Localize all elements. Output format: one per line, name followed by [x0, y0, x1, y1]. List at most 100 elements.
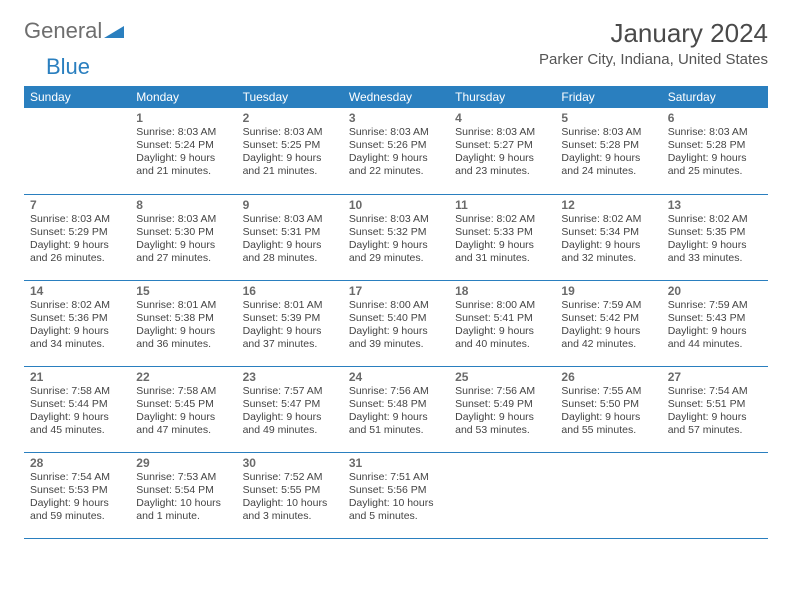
day-info-line: Sunset: 5:24 PM — [136, 139, 230, 152]
day-info-line: Sunset: 5:54 PM — [136, 484, 230, 497]
day-info-line: and 55 minutes. — [561, 424, 655, 437]
weekday-header: Thursday — [449, 86, 555, 108]
calendar-day-cell: 17Sunrise: 8:00 AMSunset: 5:40 PMDayligh… — [343, 280, 449, 366]
day-number: 30 — [243, 456, 337, 470]
day-info-line: Daylight: 9 hours — [30, 325, 124, 338]
day-number: 8 — [136, 198, 230, 212]
calendar-week-row: 14Sunrise: 8:02 AMSunset: 5:36 PMDayligh… — [24, 280, 768, 366]
day-info-line: Sunrise: 7:58 AM — [30, 385, 124, 398]
calendar-day-cell: 23Sunrise: 7:57 AMSunset: 5:47 PMDayligh… — [237, 366, 343, 452]
day-info-line: and 57 minutes. — [668, 424, 762, 437]
calendar-day-cell: 2Sunrise: 8:03 AMSunset: 5:25 PMDaylight… — [237, 108, 343, 194]
day-info-line: Sunset: 5:25 PM — [243, 139, 337, 152]
day-info-line: and 44 minutes. — [668, 338, 762, 351]
day-info-line: Sunset: 5:36 PM — [30, 312, 124, 325]
weekday-header: Friday — [555, 86, 661, 108]
day-number: 2 — [243, 111, 337, 125]
day-info-line: Sunset: 5:35 PM — [668, 226, 762, 239]
day-number: 17 — [349, 284, 443, 298]
calendar-day-cell: 22Sunrise: 7:58 AMSunset: 5:45 PMDayligh… — [130, 366, 236, 452]
calendar-day-cell: 20Sunrise: 7:59 AMSunset: 5:43 PMDayligh… — [662, 280, 768, 366]
day-info-line: Daylight: 9 hours — [455, 239, 549, 252]
calendar-day-cell: 25Sunrise: 7:56 AMSunset: 5:49 PMDayligh… — [449, 366, 555, 452]
calendar-day-cell: 18Sunrise: 8:00 AMSunset: 5:41 PMDayligh… — [449, 280, 555, 366]
calendar-day-cell — [449, 452, 555, 538]
day-info-line: Sunset: 5:29 PM — [30, 226, 124, 239]
day-number: 16 — [243, 284, 337, 298]
day-info-line: and 40 minutes. — [455, 338, 549, 351]
day-number: 21 — [30, 370, 124, 384]
day-info-line: and 5 minutes. — [349, 510, 443, 523]
day-info-line: Daylight: 9 hours — [349, 325, 443, 338]
calendar-page: General January 2024 Parker City, Indian… — [0, 0, 792, 612]
calendar-day-cell: 5Sunrise: 8:03 AMSunset: 5:28 PMDaylight… — [555, 108, 661, 194]
day-info-line: Sunrise: 8:03 AM — [668, 126, 762, 139]
day-info-line: Daylight: 9 hours — [349, 152, 443, 165]
day-number: 27 — [668, 370, 762, 384]
day-info-line: and 42 minutes. — [561, 338, 655, 351]
calendar-body: 1Sunrise: 8:03 AMSunset: 5:24 PMDaylight… — [24, 108, 768, 538]
day-info-line: and 1 minute. — [136, 510, 230, 523]
day-info-line: Daylight: 9 hours — [455, 152, 549, 165]
day-info-line: Sunrise: 8:00 AM — [455, 299, 549, 312]
day-info-line: Daylight: 9 hours — [561, 411, 655, 424]
location-label: Parker City, Indiana, United States — [539, 51, 768, 68]
day-info-line: Sunrise: 8:01 AM — [136, 299, 230, 312]
day-number: 11 — [455, 198, 549, 212]
weekday-header: Saturday — [662, 86, 768, 108]
day-number: 19 — [561, 284, 655, 298]
calendar-day-cell: 3Sunrise: 8:03 AMSunset: 5:26 PMDaylight… — [343, 108, 449, 194]
calendar-day-cell — [555, 452, 661, 538]
calendar-day-cell: 6Sunrise: 8:03 AMSunset: 5:28 PMDaylight… — [662, 108, 768, 194]
day-number: 29 — [136, 456, 230, 470]
day-info-line: and 33 minutes. — [668, 252, 762, 265]
day-info-line: Daylight: 9 hours — [349, 239, 443, 252]
calendar-week-row: 28Sunrise: 7:54 AMSunset: 5:53 PMDayligh… — [24, 452, 768, 538]
day-info-line: and 31 minutes. — [455, 252, 549, 265]
day-info-line: and 21 minutes. — [243, 165, 337, 178]
day-info-line: Daylight: 9 hours — [243, 325, 337, 338]
day-number: 14 — [30, 284, 124, 298]
day-info-line: Daylight: 9 hours — [455, 325, 549, 338]
day-info-line: Sunset: 5:49 PM — [455, 398, 549, 411]
day-info-line: Sunrise: 7:56 AM — [455, 385, 549, 398]
day-info-line: and 39 minutes. — [349, 338, 443, 351]
day-info-line: Sunrise: 8:03 AM — [136, 126, 230, 139]
weekday-header: Sunday — [24, 86, 130, 108]
day-number: 22 — [136, 370, 230, 384]
day-info-line: Daylight: 10 hours — [243, 497, 337, 510]
weekday-header: Tuesday — [237, 86, 343, 108]
day-number: 12 — [561, 198, 655, 212]
day-info-line: and 32 minutes. — [561, 252, 655, 265]
day-info-line: Daylight: 9 hours — [561, 239, 655, 252]
day-info-line: Sunrise: 8:02 AM — [668, 213, 762, 226]
day-info-line: Sunrise: 8:03 AM — [243, 213, 337, 226]
day-number: 31 — [349, 456, 443, 470]
day-info-line: Sunrise: 7:56 AM — [349, 385, 443, 398]
day-info-line: Sunrise: 8:02 AM — [561, 213, 655, 226]
day-info-line: Sunrise: 7:51 AM — [349, 471, 443, 484]
calendar-day-cell: 16Sunrise: 8:01 AMSunset: 5:39 PMDayligh… — [237, 280, 343, 366]
calendar-day-cell: 27Sunrise: 7:54 AMSunset: 5:51 PMDayligh… — [662, 366, 768, 452]
day-info-line: Daylight: 9 hours — [668, 239, 762, 252]
day-info-line: and 49 minutes. — [243, 424, 337, 437]
day-number: 20 — [668, 284, 762, 298]
day-info-line: and 37 minutes. — [243, 338, 337, 351]
day-info-line: Sunrise: 8:01 AM — [243, 299, 337, 312]
day-info-line: Sunset: 5:39 PM — [243, 312, 337, 325]
day-info-line: Daylight: 9 hours — [668, 325, 762, 338]
day-info-line: Sunrise: 8:03 AM — [243, 126, 337, 139]
day-info-line: Sunrise: 7:53 AM — [136, 471, 230, 484]
day-info-line: Sunset: 5:28 PM — [668, 139, 762, 152]
day-info-line: Sunrise: 8:03 AM — [349, 213, 443, 226]
weekday-header: Monday — [130, 86, 236, 108]
calendar-day-cell: 4Sunrise: 8:03 AMSunset: 5:27 PMDaylight… — [449, 108, 555, 194]
day-number: 1 — [136, 111, 230, 125]
calendar-day-cell: 15Sunrise: 8:01 AMSunset: 5:38 PMDayligh… — [130, 280, 236, 366]
day-info-line: Sunset: 5:50 PM — [561, 398, 655, 411]
day-number: 26 — [561, 370, 655, 384]
day-info-line: Sunrise: 7:52 AM — [243, 471, 337, 484]
day-info-line: Sunset: 5:53 PM — [30, 484, 124, 497]
day-info-line: Daylight: 9 hours — [136, 152, 230, 165]
day-info-line: and 23 minutes. — [455, 165, 549, 178]
